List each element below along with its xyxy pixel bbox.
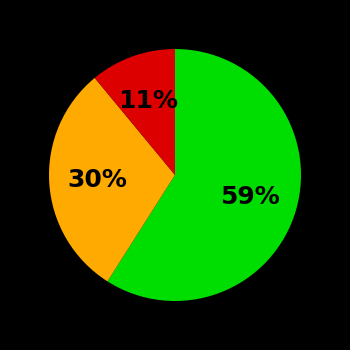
- Text: 11%: 11%: [119, 90, 178, 113]
- Wedge shape: [95, 49, 175, 175]
- Text: 30%: 30%: [67, 168, 127, 192]
- Wedge shape: [107, 49, 301, 301]
- Wedge shape: [49, 78, 175, 281]
- Text: 59%: 59%: [220, 185, 280, 209]
